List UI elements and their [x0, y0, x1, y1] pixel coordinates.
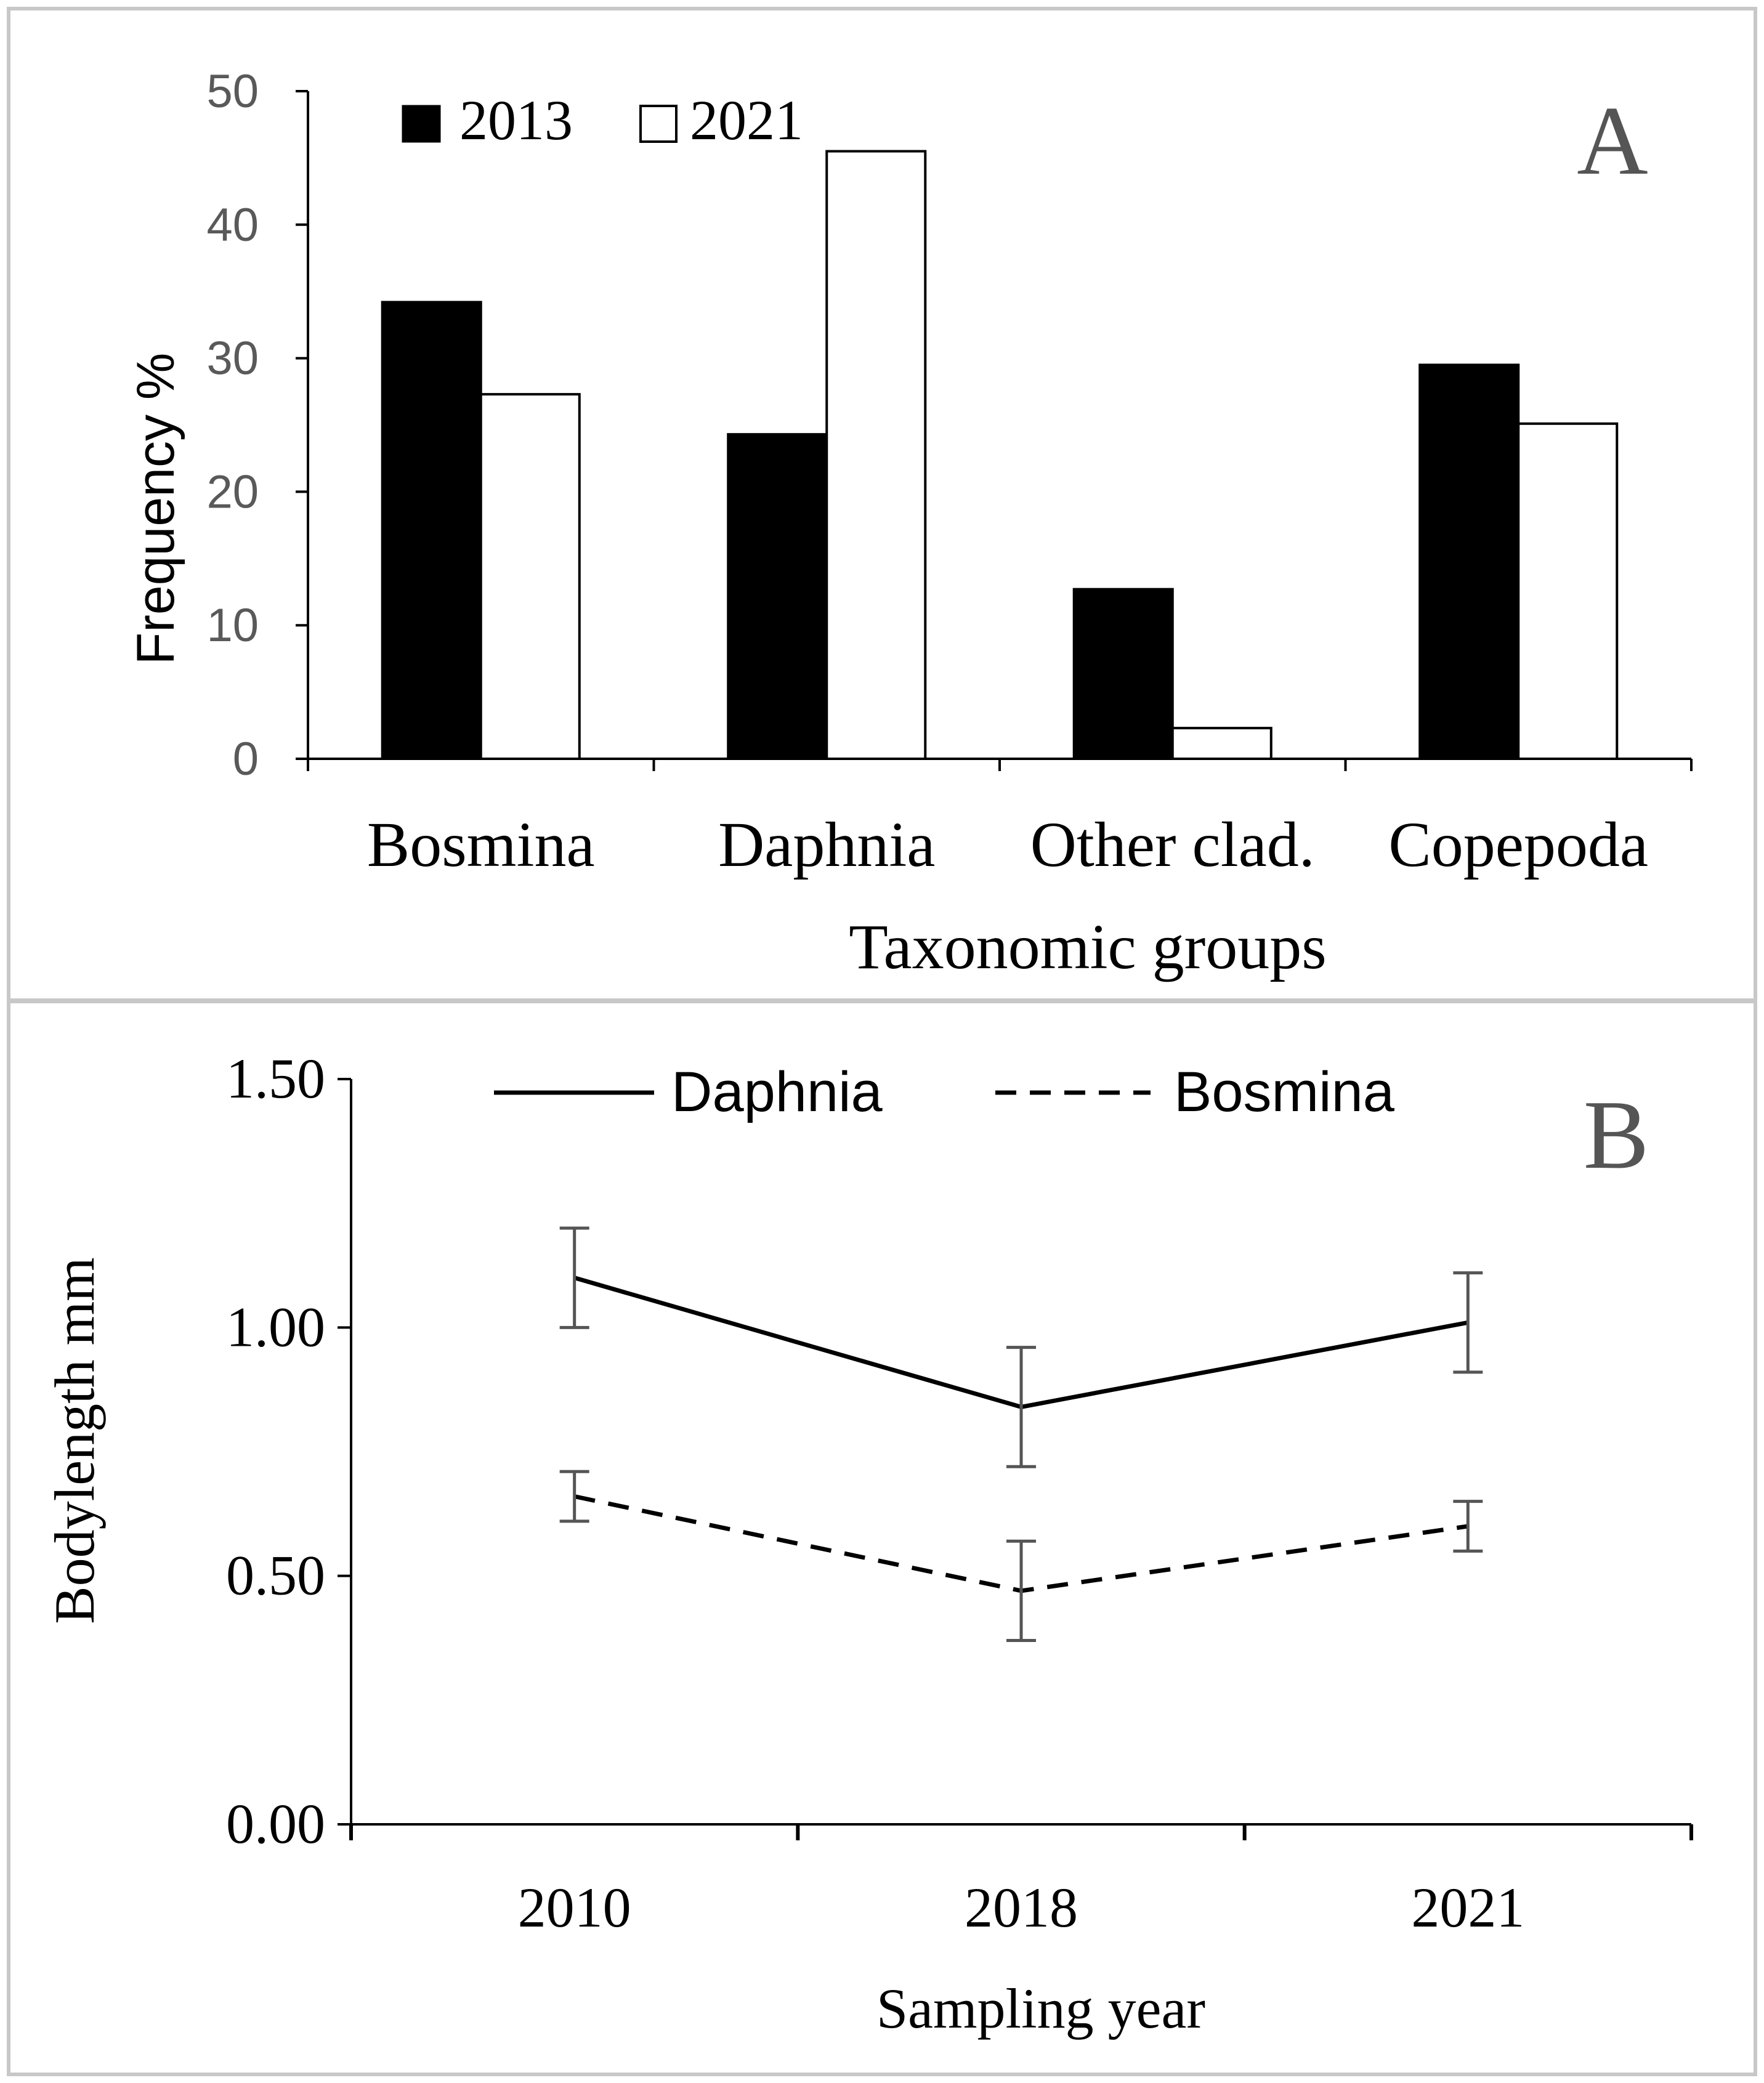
panel-label: B	[1584, 1080, 1649, 1189]
line-chart: 0.00 0.50 1.00 1.50 2010 2018 2021 Bodylength…	[43, 1047, 1693, 2040]
bar-bosmina-2021	[479, 393, 581, 760]
y-tick-label: 50	[206, 65, 259, 118]
legend-label-2021: 2021	[690, 89, 803, 152]
x-tick-label: 2010	[518, 1876, 631, 1939]
x-axis-label: Taxonomic groups	[849, 912, 1326, 982]
y-tick-label: 0.50	[226, 1544, 325, 1607]
bar-chart: 0 10 20 30 40 50 Bosmina Daphnia Other clad. Cop…	[126, 65, 1693, 982]
y-axis-label: Frequency %	[126, 353, 185, 665]
panel-b-frame	[7, 1000, 1757, 2076]
x-ticks: 2010 2018 2021	[349, 1824, 1693, 1939]
y-tick-label: 0.00	[226, 1792, 325, 1855]
x-tick-label: Other clad.	[1030, 809, 1315, 880]
y-ticks: 0.00 0.50 1.00 1.50	[226, 1047, 351, 1855]
bar-copepoda-2021	[1517, 422, 1619, 760]
y-tick-label: 20	[206, 466, 259, 518]
y-tick-label: 1.50	[226, 1047, 325, 1110]
x-axis-label: Sampling year	[876, 1977, 1205, 2040]
bar-other-clad-2013	[1072, 588, 1174, 760]
legend-swatch-2013	[402, 105, 441, 143]
y-tick-label: 40	[206, 199, 259, 251]
legend-label-bosmina: Bosmina	[1174, 1061, 1395, 1123]
bar-daphnia-2021	[825, 150, 927, 760]
x-tick-label: Copepoda	[1388, 809, 1648, 880]
legend-label-2013: 2013	[459, 89, 573, 152]
legend-swatch-2021	[639, 105, 678, 143]
x-ticks: Bosmina Daphnia Other clad. Copepoda	[307, 759, 1693, 880]
y-tick-label: 1.00	[226, 1295, 325, 1358]
series-lines	[559, 1226, 1483, 1643]
x-tick-label: 2021	[1411, 1876, 1524, 1939]
y-axis-label: Bodylength mm	[43, 1257, 106, 1624]
y-tick-label: 10	[206, 599, 259, 652]
legend-label-daphnia: Daphnia	[671, 1061, 883, 1123]
panel-label: A	[1577, 86, 1648, 195]
x-tick-label: Bosmina	[367, 809, 595, 880]
bar-group	[381, 150, 1619, 760]
x-tick-label: 2018	[965, 1876, 1078, 1939]
bar-bosmina-2013	[381, 301, 482, 760]
y-ticks: 0 10 20 30 40 50	[206, 65, 308, 785]
y-tick-label: 0	[233, 733, 259, 785]
x-tick-label: Daphnia	[718, 809, 935, 880]
y-tick-label: 30	[206, 333, 259, 385]
bar-copepoda-2013	[1418, 363, 1520, 760]
bar-daphnia-2013	[727, 433, 828, 760]
bar-other-clad-2021	[1171, 727, 1272, 760]
